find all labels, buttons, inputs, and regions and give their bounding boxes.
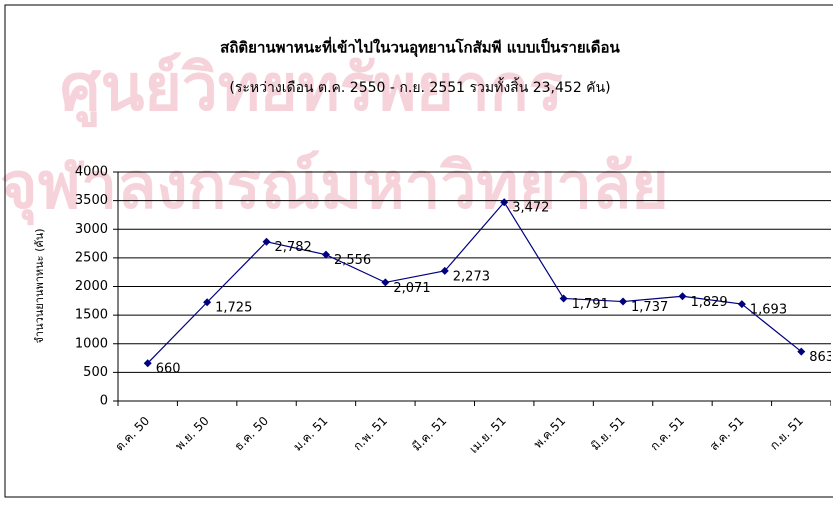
x-tick-label: มิ.ย. 51	[588, 414, 627, 453]
marker	[381, 278, 390, 287]
y-tick-label: 500	[83, 365, 108, 380]
marker	[143, 359, 152, 368]
x-tick-label: ก.พ. 51	[350, 414, 390, 454]
line	[147, 201, 802, 364]
y-tick-label: 0	[100, 394, 108, 409]
x-tick-label: ต.ค. 50	[112, 414, 152, 454]
x-tick-label: ก.ย. 51	[767, 414, 806, 453]
marker	[737, 300, 746, 309]
x-tick-label: เม.ย. 51	[467, 414, 509, 456]
x-tick-label: ส.ค. 51	[707, 414, 747, 454]
x-tick-label: ก.ค. 51	[647, 414, 687, 454]
x-tick-label: ธ.ค. 50	[231, 414, 271, 454]
data-label: 1,725	[215, 301, 252, 316]
y-tick-label: 2000	[75, 279, 108, 294]
marker	[559, 294, 568, 303]
marker	[619, 297, 628, 306]
x-tick-label: มี.ค. 51	[409, 414, 449, 454]
data-label: 2,071	[393, 281, 430, 296]
marker	[797, 347, 806, 356]
chart-title: สถิติยานพาหนะที่เข้าไปในวนอุทยานโกสัมพี …	[220, 37, 620, 58]
data-label: 1,737	[631, 300, 668, 315]
y-tick-label: 2500	[75, 250, 108, 265]
x-tick-label: พ.ค.51	[531, 414, 568, 451]
data-label: 1,791	[572, 297, 609, 312]
data-label: 1,693	[750, 303, 787, 318]
data-label: 660	[156, 362, 181, 377]
data-label: 2,782	[275, 240, 312, 255]
y-tick-label: 3000	[75, 222, 108, 237]
marker	[678, 292, 687, 301]
marker	[203, 298, 212, 307]
chart-border	[4, 4, 833, 498]
marker	[321, 250, 330, 259]
marker	[262, 237, 271, 246]
marker	[440, 266, 449, 275]
data-label: 863	[809, 350, 833, 365]
watermark: ศูนย์วิทยทรัพยากร	[60, 52, 563, 128]
x-tick-label: ม.ค. 51	[290, 414, 330, 454]
y-axis-label: จำนวนยานพาหนะ (คัน)	[33, 228, 46, 343]
y-tick-label: 1000	[75, 336, 108, 351]
y-tick-label: 1500	[75, 308, 108, 323]
watermark: จุฬาลงกรณ์มหาวิทยาลัย	[0, 150, 669, 226]
chart-subtitle: (ระหว่างเดือน ต.ค. 2550 - ก.ย. 2551 รวมท…	[229, 77, 610, 96]
y-tick-label: 4000	[75, 165, 108, 180]
data-label: 3,472	[512, 201, 549, 216]
x-tick-label: พ.ย. 50	[172, 414, 211, 453]
y-tick-label: 3500	[75, 193, 108, 208]
marker	[500, 198, 509, 207]
data-label: 2,556	[334, 253, 371, 268]
data-label: 1,829	[690, 295, 727, 310]
data-label: 2,273	[453, 269, 490, 284]
